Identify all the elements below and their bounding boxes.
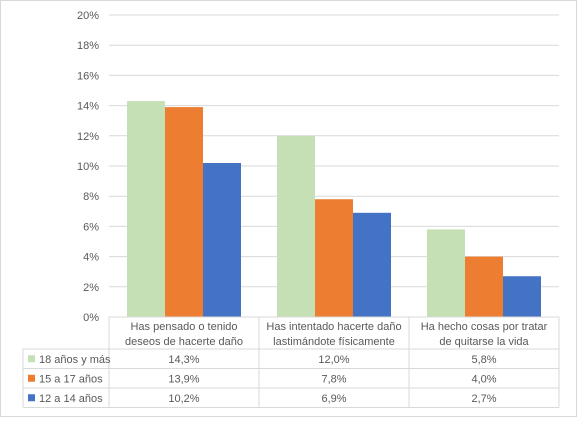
y-tick-label: 14% xyxy=(77,101,99,113)
y-tick-label: 2% xyxy=(83,282,99,294)
category-label: lastimándote físicamente xyxy=(273,336,395,348)
y-tick-label: 18% xyxy=(77,40,99,52)
data-label: 4,0% xyxy=(471,373,496,385)
category-label: Has pensado o tenido xyxy=(130,321,237,333)
legend-swatch xyxy=(28,394,35,402)
y-tick-label: 12% xyxy=(77,131,99,143)
category-label: deseos de hacerte daño xyxy=(125,336,243,348)
bar xyxy=(165,107,203,317)
bar xyxy=(503,276,541,317)
data-label: 14,3% xyxy=(168,354,199,366)
category-label: de quitarse la vida xyxy=(439,336,529,348)
bar xyxy=(353,212,391,317)
y-tick-label: 4% xyxy=(83,252,99,264)
bar xyxy=(277,135,315,317)
category-label: Has intentado hacerte daño xyxy=(266,321,401,333)
y-tick-label: 10% xyxy=(77,161,99,173)
bar xyxy=(427,229,465,317)
series-name: 15 a 17 años xyxy=(39,373,103,385)
data-label: 2,7% xyxy=(471,393,496,405)
bar xyxy=(203,162,241,317)
bar xyxy=(315,199,353,317)
data-table: Has pensado o tenido deseos de hacerte da… xyxy=(22,316,560,408)
data-label: 12,0% xyxy=(318,354,349,366)
data-label: 10,2% xyxy=(168,393,199,405)
legend-swatch xyxy=(28,374,35,382)
data-label: 5,8% xyxy=(471,354,496,366)
series-name: 18 años y más xyxy=(39,354,111,366)
y-tick-label: 8% xyxy=(83,191,99,203)
bar xyxy=(127,101,165,317)
bars xyxy=(127,101,541,317)
y-tick-label: 6% xyxy=(83,221,99,233)
y-tick-label: 0% xyxy=(83,312,99,324)
series-name: 12 a 14 años xyxy=(39,393,103,405)
bar xyxy=(465,256,503,317)
y-tick-label: 20% xyxy=(77,10,99,22)
data-label: 7,8% xyxy=(321,373,346,385)
y-tick-label: 16% xyxy=(77,70,99,82)
data-label: 6,9% xyxy=(321,393,346,405)
y-axis: 0% 2% 4% 6% 8% 10% 12% 14% 16% 18% 20% xyxy=(77,10,99,324)
legend-swatch xyxy=(28,355,35,363)
category-label: Ha hecho cosas por tratar xyxy=(421,321,548,333)
data-label: 13,9% xyxy=(168,373,199,385)
